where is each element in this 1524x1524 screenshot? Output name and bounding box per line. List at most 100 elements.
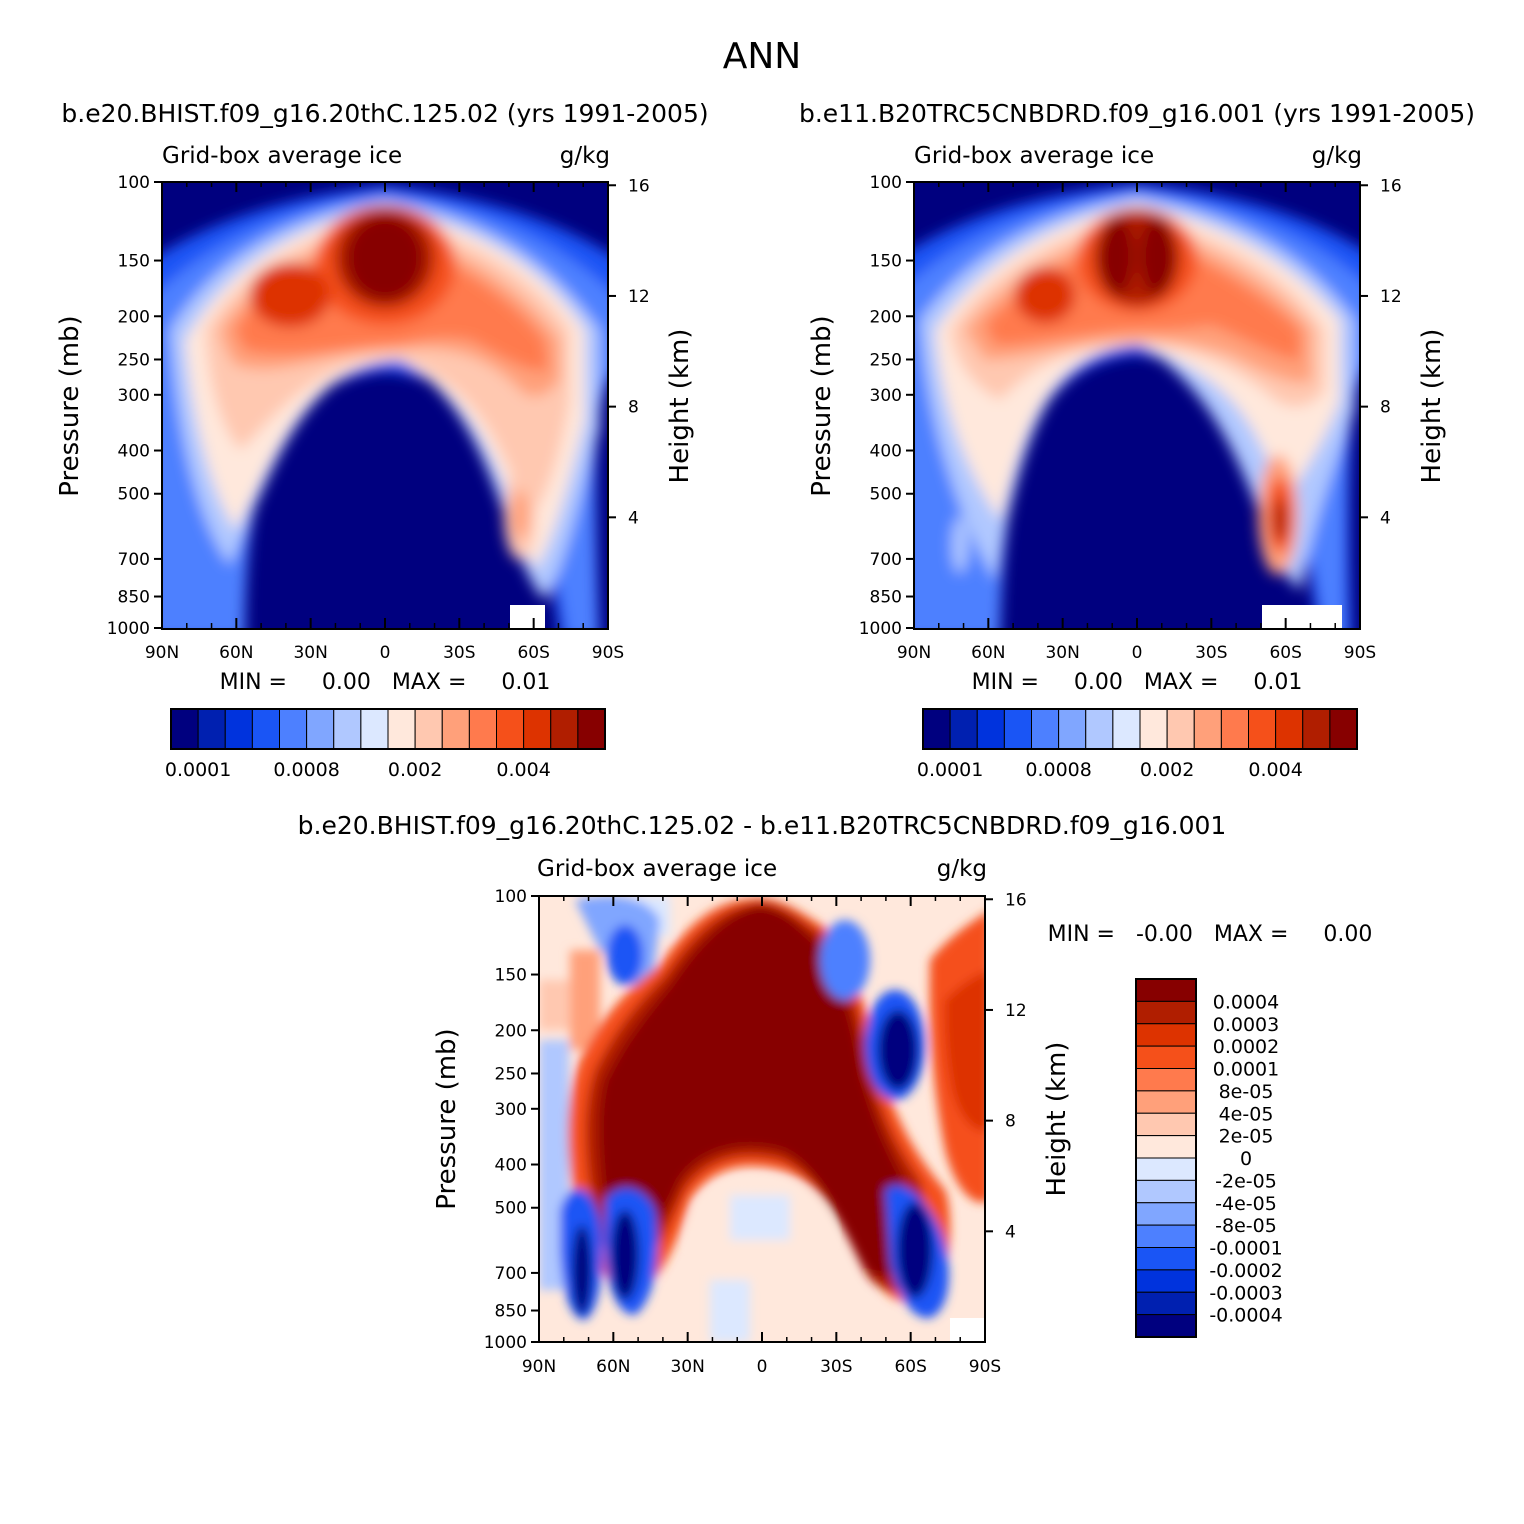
y-tick-label: 400 — [495, 1156, 527, 1176]
x-tick-label: 60N — [596, 1357, 630, 1377]
y-tick-label: 700 — [870, 550, 902, 570]
colorbar-label: -0.0001 — [1209, 1238, 1282, 1260]
y-tick-label: 250 — [870, 350, 902, 370]
colorbar-box — [170, 708, 199, 750]
colorbar-box — [197, 708, 226, 750]
panel-1-ylabel: Pressure (mb) — [55, 315, 85, 496]
y-tick-label: 100 — [118, 173, 150, 193]
colorbar-box — [523, 708, 552, 750]
colorbar-label: 4e-05 — [1219, 1103, 1274, 1125]
y-tick-label: 400 — [870, 442, 902, 462]
x-tick-label: 0 — [380, 643, 391, 663]
y-tick-label: 1000 — [107, 619, 150, 639]
colorbar-box — [1135, 1224, 1197, 1248]
colorbar-label: 0 — [1240, 1148, 1252, 1170]
colorbar-box — [949, 708, 978, 750]
colorbar-label: -0.0004 — [1209, 1305, 1282, 1327]
colorbar-box — [387, 708, 416, 750]
panel-1-ylabel-right: Height (km) — [665, 329, 695, 484]
colorbar-box — [577, 708, 606, 750]
y-tick-label: 700 — [495, 1264, 527, 1284]
x-tick-label: 60S — [1269, 643, 1301, 663]
y-tick-label: 500 — [495, 1199, 527, 1219]
colorbar-label: 2e-05 — [1219, 1126, 1274, 1148]
colorbar-label: -2e-05 — [1215, 1170, 1277, 1192]
colorbar-label: 0.0004 — [1213, 991, 1279, 1013]
colorbar-box — [1275, 708, 1304, 750]
y-right-tick-label: 16 — [628, 176, 650, 196]
x-tick-label: 0 — [1132, 643, 1143, 663]
y-tick-label: 250 — [118, 350, 150, 370]
y-tick-label: 250 — [495, 1064, 527, 1084]
colorbar-box — [1135, 1135, 1197, 1159]
colorbar-label: 0.0002 — [1213, 1036, 1279, 1058]
y-tick-label: 1000 — [484, 1333, 527, 1353]
panel-2-contour-field — [914, 182, 1360, 629]
x-tick-label: 90N — [897, 643, 931, 663]
x-tick-label: 90N — [145, 643, 179, 663]
panel-3-units: g/kg — [937, 856, 987, 882]
colorbar-label: 0.0008 — [273, 759, 339, 781]
panel-2-ylabel: Pressure (mb) — [807, 315, 837, 496]
y-right-tick-label: 8 — [1005, 1112, 1016, 1132]
y-tick-label: 300 — [870, 386, 902, 406]
colorbar-box — [1135, 1068, 1197, 1092]
colorbar-label: 0.004 — [496, 759, 550, 781]
x-tick-label: 60S — [517, 643, 549, 663]
y-right-tick-label: 16 — [1380, 176, 1402, 196]
colorbar-box — [468, 708, 497, 750]
panel-1-units: g/kg — [560, 143, 610, 169]
colorbar-box — [1135, 1045, 1197, 1069]
colorbar-label: 0.002 — [1140, 759, 1194, 781]
y-right-tick-label: 8 — [1380, 398, 1391, 418]
colorbar-box — [1139, 708, 1168, 750]
x-tick-label: 30N — [1045, 643, 1079, 663]
y-tick-label: 700 — [118, 550, 150, 570]
colorbar-label: -8e-05 — [1215, 1215, 1277, 1237]
panel-2-colorbar: 0.0001 0.0008 0.002 0.004 — [917, 708, 1358, 781]
figure-title: ANN — [723, 36, 802, 77]
y-tick-label: 150 — [870, 252, 902, 272]
y-right-tick-label: 8 — [628, 398, 639, 418]
y-tick-label: 200 — [495, 1021, 527, 1041]
y-tick-label: 850 — [118, 588, 150, 608]
panel-3-colorbar: 0.00040.00030.00020.00018e-054e-052e-050… — [1135, 978, 1283, 1338]
x-tick-label: 60N — [219, 643, 253, 663]
x-tick-label: 90S — [592, 643, 624, 663]
colorbar-label: 0.002 — [388, 759, 442, 781]
panel-3-left-string: Grid-box average ice — [537, 856, 777, 882]
colorbar-box — [1135, 1023, 1197, 1047]
colorbar-box — [1135, 1112, 1197, 1137]
colorbar-box — [224, 708, 253, 750]
colorbar-frame — [1135, 978, 1197, 1338]
colorbar-label: -0.0003 — [1209, 1282, 1282, 1304]
x-tick-label: 30N — [670, 1357, 704, 1377]
panel-2-title: b.e11.B20TRC5CNBDRD.f09_g16.001 (yrs 199… — [799, 99, 1475, 128]
y-tick-label: 400 — [118, 442, 150, 462]
y-tick-label: 150 — [118, 252, 150, 272]
colorbar-box — [1135, 1202, 1197, 1226]
colorbar-box — [1135, 1314, 1197, 1338]
x-tick-label: 30N — [293, 643, 327, 663]
colorbar-label: -0.0002 — [1209, 1260, 1282, 1282]
panel-2-axes: 90N 60N 30N 0 30S 60S 90S 100 150 200 250 300 400 500… — [859, 173, 1402, 663]
colorbar-box — [1135, 1247, 1197, 1271]
panel-3-min-max: MIN = -0.00 MAX = 0.00 — [1048, 922, 1373, 947]
colorbar-label: -4e-05 — [1215, 1193, 1277, 1215]
colorbar-box — [441, 708, 470, 750]
colorbar-frame — [922, 708, 1358, 750]
colorbar-box — [1135, 978, 1197, 1002]
panel-3-ylabel: Pressure (mb) — [432, 1028, 462, 1209]
y-tick-label: 500 — [870, 485, 902, 505]
colorbar-box — [279, 708, 308, 750]
panel-3-title: b.e20.BHIST.f09_g16.20thC.125.02 - b.e11… — [298, 811, 1227, 840]
colorbar-box — [1085, 708, 1114, 750]
colorbar-label: 0.0003 — [1213, 1014, 1279, 1036]
panel-1: b.e20.BHIST.f09_g16.20thC.125.02 (yrs 19… — [55, 99, 709, 781]
colorbar-box — [1193, 708, 1222, 750]
colorbar-box — [414, 708, 443, 750]
colorbar-box — [333, 708, 362, 750]
panel-1-left-string: Grid-box average ice — [162, 143, 402, 169]
x-tick-label: 60N — [971, 643, 1005, 663]
panel-2-left-string: Grid-box average ice — [914, 143, 1154, 169]
